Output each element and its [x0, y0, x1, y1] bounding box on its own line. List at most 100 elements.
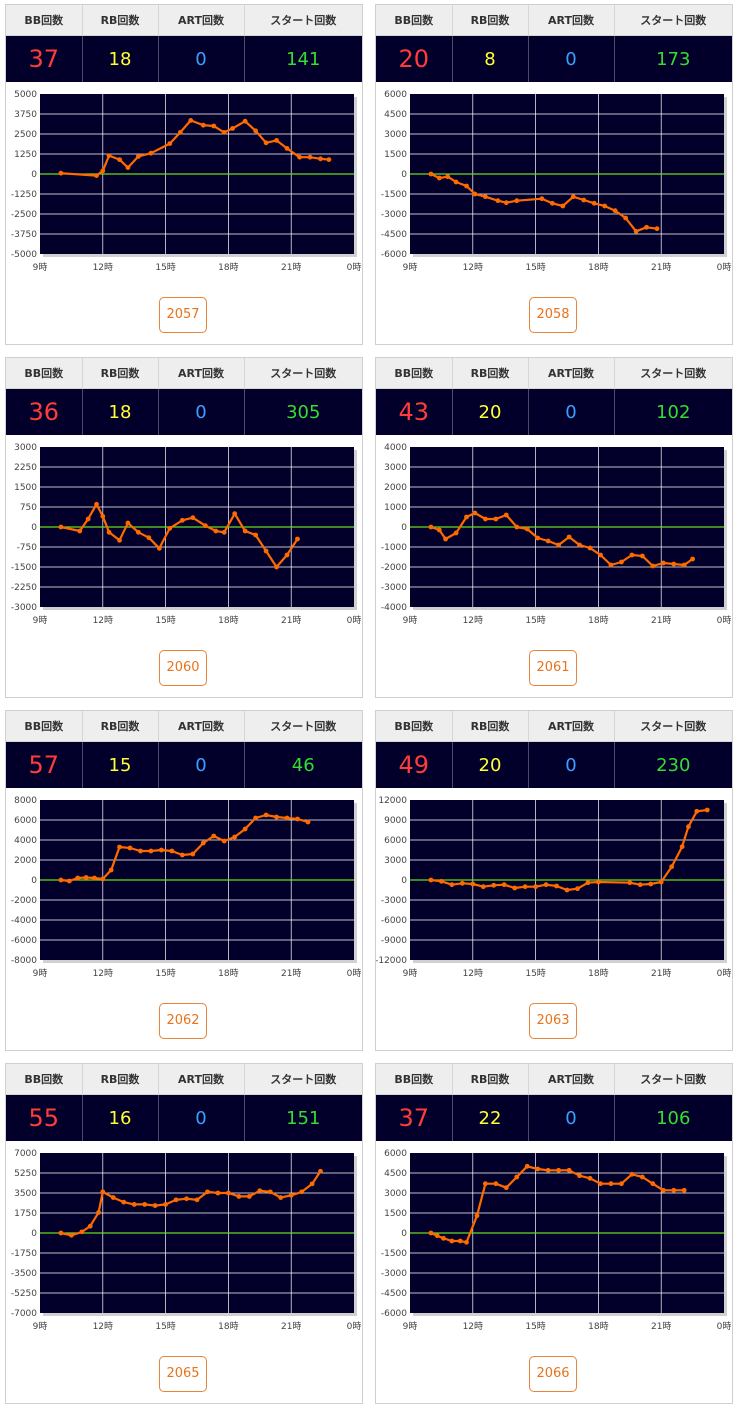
data-point — [681, 562, 687, 568]
y-tick-label: 3000 — [384, 463, 407, 473]
data-point — [117, 844, 122, 850]
data-point — [493, 516, 499, 522]
y-tick-label: -3000 — [381, 896, 407, 906]
data-point — [295, 536, 300, 542]
y-tick-label: 0 — [401, 1229, 407, 1239]
x-tick-label: 21時 — [281, 968, 301, 979]
data-point — [671, 561, 677, 567]
data-point — [686, 824, 691, 830]
data-point — [127, 845, 133, 851]
x-tick-label: 18時 — [588, 1321, 608, 1332]
data-point — [202, 523, 208, 529]
machine-number-button[interactable]: 2066 — [529, 1356, 577, 1392]
y-tick-label: -4500 — [381, 230, 407, 240]
y-tick-label: -4000 — [11, 916, 37, 926]
y-tick-label: -4500 — [381, 1289, 407, 1299]
data-point — [545, 1167, 551, 1173]
y-tick-label: -1500 — [381, 190, 407, 200]
data-point — [100, 1189, 106, 1195]
y-tick-label: 1500 — [14, 483, 37, 493]
data-point — [236, 1194, 242, 1199]
stats-table: BB回数 RB回数 ART回数 スタート回数 55 16 0 151 — [6, 1064, 362, 1141]
machine-number-button[interactable]: 2063 — [529, 1003, 577, 1039]
header-art: ART回数 — [528, 1064, 615, 1095]
data-point — [512, 885, 518, 891]
art-value: 0 — [158, 741, 245, 788]
data-point — [591, 200, 597, 206]
bb-value: 37 — [6, 35, 83, 82]
y-tick-label: -3500 — [11, 1269, 37, 1279]
data-point — [690, 556, 695, 562]
data-point — [253, 532, 259, 538]
machine-number-button[interactable]: 2062 — [159, 1003, 207, 1039]
y-tick-label: -2250 — [11, 583, 37, 593]
rb-value: 18 — [82, 35, 159, 82]
y-tick-label: 1500 — [384, 150, 407, 160]
machine-number-button[interactable]: 2057 — [159, 297, 207, 333]
machine-number-button[interactable]: 2065 — [159, 1356, 207, 1392]
data-point — [658, 879, 664, 885]
data-point — [190, 851, 196, 857]
rb-value: 16 — [82, 1094, 159, 1141]
data-point — [257, 1188, 263, 1194]
start-value: 305 — [244, 388, 362, 435]
y-tick-label: -2000 — [381, 563, 407, 573]
start-value: 106 — [614, 1094, 732, 1141]
art-value: 0 — [158, 388, 245, 435]
bb-value: 20 — [376, 35, 453, 82]
data-point — [627, 880, 633, 886]
data-point — [436, 527, 442, 533]
data-point — [152, 1203, 158, 1208]
x-tick-label: 9時 — [403, 615, 418, 626]
y-tick-label: 2000 — [14, 856, 37, 866]
data-point — [587, 545, 593, 551]
machine-number-button[interactable]: 2058 — [529, 297, 577, 333]
machine-number-button[interactable]: 2061 — [529, 650, 577, 686]
data-point — [284, 815, 290, 821]
header-art: ART回数 — [158, 358, 245, 389]
chart: 8000 6000 4000 2000 0 -2000 -4000 -6000 -8000 9時 1… — [11, 796, 362, 979]
x-tick-label: 0時 — [347, 262, 362, 273]
data-point — [480, 884, 486, 890]
data-point — [472, 510, 478, 516]
header-bb: BB回数 — [376, 5, 453, 36]
data-point — [629, 552, 635, 558]
header-start: スタート回数 — [244, 5, 362, 36]
y-tick-label: 0 — [31, 876, 37, 886]
data-point — [619, 1181, 624, 1187]
data-point — [232, 834, 238, 840]
data-point — [58, 170, 64, 176]
data-point — [564, 887, 570, 893]
data-point — [556, 542, 562, 548]
data-point — [87, 1223, 93, 1229]
bb-value: 57 — [6, 741, 83, 788]
data-point — [501, 882, 507, 888]
data-point — [644, 224, 649, 230]
data-point — [464, 183, 469, 189]
x-tick-label: 9時 — [33, 1321, 48, 1332]
header-rb: RB回数 — [82, 1064, 159, 1095]
machine-card: BB回数 RB回数 ART回数 スタート回数 37 22 0 106 6000 4500 3000 1… — [375, 1063, 733, 1404]
data-point — [449, 1238, 455, 1244]
x-tick-label: 15時 — [525, 262, 545, 273]
data-point — [173, 1197, 179, 1203]
data-point — [267, 1189, 273, 1195]
x-tick-label: 18時 — [218, 615, 238, 626]
data-point — [671, 1187, 677, 1193]
stats-table: BB回数 RB回数 ART回数 スタート回数 37 22 0 106 — [376, 1064, 732, 1141]
data-point — [138, 848, 143, 854]
header-start: スタート回数 — [244, 711, 362, 742]
y-tick-label: -8000 — [11, 956, 37, 966]
data-point — [163, 1202, 169, 1207]
data-point — [608, 1181, 614, 1187]
bb-value: 36 — [6, 388, 83, 435]
data-point — [284, 552, 290, 558]
header-rb: RB回数 — [452, 358, 529, 389]
machine-number-button[interactable]: 2060 — [159, 650, 207, 686]
machine-card: BB回数 RB回数 ART回数 スタート回数 36 18 0 305 3000 2250 1500 7… — [5, 357, 363, 698]
x-tick-label: 15時 — [155, 262, 175, 273]
art-value: 0 — [158, 35, 245, 82]
y-tick-label: 750 — [20, 503, 37, 513]
data-point — [221, 838, 227, 844]
y-tick-label: -9000 — [381, 936, 407, 946]
